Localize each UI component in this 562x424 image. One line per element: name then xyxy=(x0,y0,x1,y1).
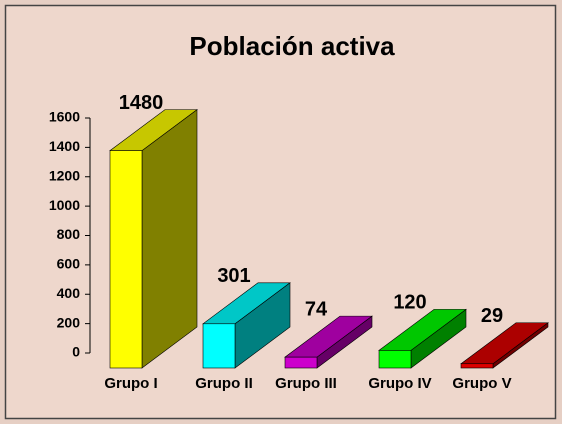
chart-title: Población activa xyxy=(189,31,395,61)
data-label: 120 xyxy=(393,292,426,314)
y-tick-label: 600 xyxy=(57,256,81,272)
bar xyxy=(284,356,318,369)
data-label: 74 xyxy=(305,298,328,320)
data-label: 1480 xyxy=(119,92,164,114)
bar xyxy=(378,350,412,369)
frame xyxy=(4,4,557,420)
bar xyxy=(202,323,236,369)
x-tick-label: Grupo I xyxy=(104,375,157,392)
y-tick-label: 1600 xyxy=(49,109,80,125)
x-tick-label: Grupo V xyxy=(452,375,511,392)
y-tick-label: 1400 xyxy=(49,138,80,154)
bar-side xyxy=(141,109,198,369)
y-tick-label: 800 xyxy=(57,226,81,242)
x-tick-label: Grupo III xyxy=(275,375,337,392)
data-label: 29 xyxy=(481,305,503,327)
y-tick-label: 400 xyxy=(57,285,81,301)
y-tick-label: 1000 xyxy=(49,197,80,213)
y-tick-label: 200 xyxy=(57,314,81,330)
x-tick-label: Grupo IV xyxy=(368,375,431,392)
data-label: 301 xyxy=(217,265,250,287)
y-tick-label: 1200 xyxy=(49,167,80,183)
y-tick-label: 0 xyxy=(72,344,80,360)
x-tick-label: Grupo II xyxy=(195,375,253,392)
bar xyxy=(109,150,143,369)
bar xyxy=(460,363,494,369)
